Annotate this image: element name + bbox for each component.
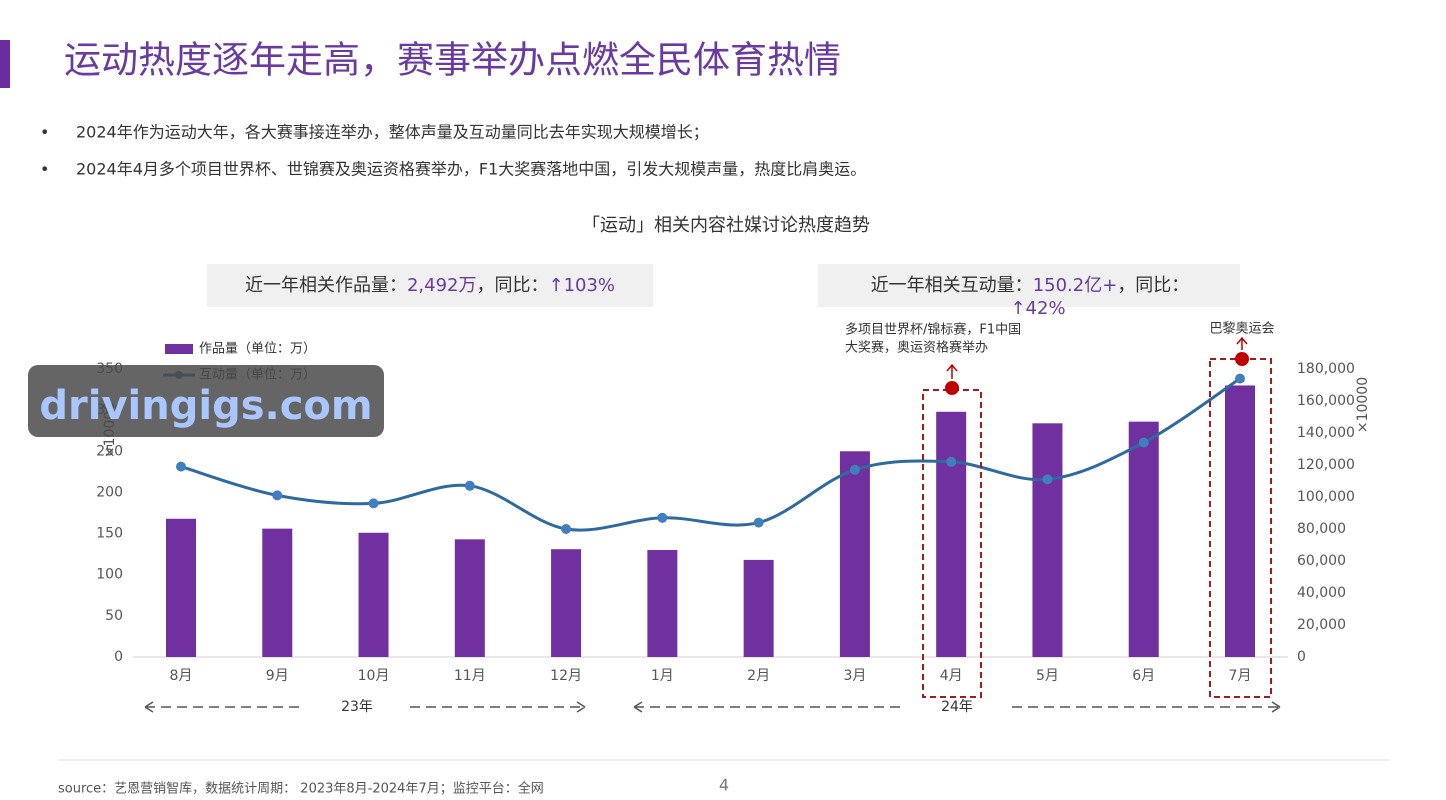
legend-swatch xyxy=(165,344,193,354)
y-tick-label: 100 xyxy=(96,567,123,583)
bar xyxy=(1128,421,1159,657)
x-tick-label: 1月 xyxy=(651,668,674,684)
y-tick-label: 250 xyxy=(96,443,123,459)
y2-tick-label: 20,000 xyxy=(1297,617,1346,633)
highlight: 近一年相关互动量：150.2亿+，同比： xyxy=(871,275,1190,296)
slide-title: 运动热度逐年走高，赛事举办点燃全民体育热情 xyxy=(64,39,841,82)
line-point xyxy=(1235,373,1245,384)
line-point xyxy=(464,480,475,491)
bar xyxy=(166,518,196,657)
marker-dot xyxy=(945,381,959,395)
highlight-change: ↑103% xyxy=(548,275,615,296)
x-tick-label: 4月 xyxy=(940,668,963,684)
bullet-dot: • xyxy=(40,160,49,179)
line-point xyxy=(1042,474,1053,485)
bullet-dot: • xyxy=(40,123,49,142)
line-point xyxy=(272,490,283,501)
period-arrow xyxy=(144,701,305,713)
line-point xyxy=(176,461,186,472)
bar xyxy=(551,549,582,657)
highlight-box xyxy=(207,264,653,307)
x-tick-label: 8月 xyxy=(170,668,193,684)
period-arrow xyxy=(410,701,586,713)
x-tick-label: 9月 xyxy=(266,668,289,684)
bar xyxy=(358,532,389,657)
bar xyxy=(647,550,678,657)
line-point xyxy=(657,512,668,523)
chart-title: 「运动」相关内容社媒讨论热度趋势 xyxy=(582,215,870,236)
highlight: 近一年相关作品量：2,492万，同比：↑103% xyxy=(245,275,615,296)
legend-label: 作品量（单位：万） xyxy=(199,342,316,357)
watermark: drivingigs.com xyxy=(39,383,372,429)
bar xyxy=(936,411,967,657)
line-point xyxy=(1138,437,1149,448)
footer-source: source：艺恩营销智库，数据统计周期： 2023年8月-2024年7月；监控… xyxy=(58,781,544,797)
x-tick-label: 5月 xyxy=(1036,668,1059,684)
annotation: 多项目世界杯/锦标赛，F1中国 xyxy=(845,322,1021,338)
watermark-box xyxy=(28,365,384,437)
marker-arrow xyxy=(946,363,958,379)
y2-tick-label: 100,000 xyxy=(1297,489,1355,505)
title-accent xyxy=(0,40,10,88)
page-number: 4 xyxy=(719,776,729,795)
y2-tick-label: 40,000 xyxy=(1297,585,1346,601)
highlight-label: ，同比： xyxy=(1117,275,1189,296)
y-tick-label: 0 xyxy=(114,649,123,665)
highlight-value: 2,492万 xyxy=(407,275,477,296)
x-tick-label: 6月 xyxy=(1132,668,1155,684)
bar xyxy=(262,528,293,657)
bar xyxy=(839,451,870,657)
line-point xyxy=(946,456,957,467)
x-tick-label: 11月 xyxy=(454,668,486,684)
highlight-label: ，同比： xyxy=(476,275,548,296)
marker-dot xyxy=(1235,352,1249,366)
y2-tick-label: 160,000 xyxy=(1297,393,1355,409)
period-arrow xyxy=(633,701,905,713)
y-tick-label: 50 xyxy=(105,608,123,624)
x-tick-label: 3月 xyxy=(843,668,866,684)
y2-tick-label: 60,000 xyxy=(1297,553,1346,569)
highlight-label: 近一年相关作品量： xyxy=(245,275,407,296)
x-tick-label: 12月 xyxy=(550,668,582,684)
line-point xyxy=(849,464,860,475)
period-label: 24年 xyxy=(941,699,973,715)
period-label: 23年 xyxy=(341,699,373,715)
x-tick-label: 2月 xyxy=(747,668,770,684)
x-tick-label: 10月 xyxy=(358,668,390,684)
line-point xyxy=(753,517,764,528)
x-tick-label: 7月 xyxy=(1229,668,1252,684)
y2-tick-label: 180,000 xyxy=(1297,361,1355,377)
line-point xyxy=(561,524,572,534)
bar xyxy=(1032,423,1063,657)
y-tick-label: 200 xyxy=(96,484,123,500)
y2-tick-label: 80,000 xyxy=(1297,521,1346,537)
highlight-box xyxy=(818,264,1240,307)
bar xyxy=(1225,385,1255,657)
marker-arrow xyxy=(1236,336,1248,350)
y2-tick-label: 140,000 xyxy=(1297,425,1355,441)
highlight-value: 150.2亿+ xyxy=(1033,275,1118,296)
highlight-label: 近一年相关互动量： xyxy=(871,275,1033,296)
y2-tick-label: 0 xyxy=(1297,649,1306,665)
y-tick-label: 150 xyxy=(96,526,123,542)
annotation: 巴黎奥运会 xyxy=(1209,322,1274,337)
bar xyxy=(454,539,485,657)
bullet: 2024年4月多个项目世界杯、世锦赛及奥运资格赛举办，F1大奖赛落地中国，引发大… xyxy=(76,160,866,179)
line-point xyxy=(368,498,379,509)
highlight-change: ↑42% xyxy=(1010,298,1065,319)
annotation: 大奖赛，奥运资格赛举办 xyxy=(845,340,988,356)
bullet: 2024年作为运动大年，各大赛事接连举办，整体声量及互动量同比去年实现大规模增长… xyxy=(76,123,709,142)
bar xyxy=(743,559,774,657)
y2-tick-label: 120,000 xyxy=(1297,457,1355,473)
y2-axis-label: ×10000 xyxy=(1355,377,1371,433)
highlight-frame xyxy=(922,389,982,698)
period-arrow xyxy=(1012,701,1281,713)
